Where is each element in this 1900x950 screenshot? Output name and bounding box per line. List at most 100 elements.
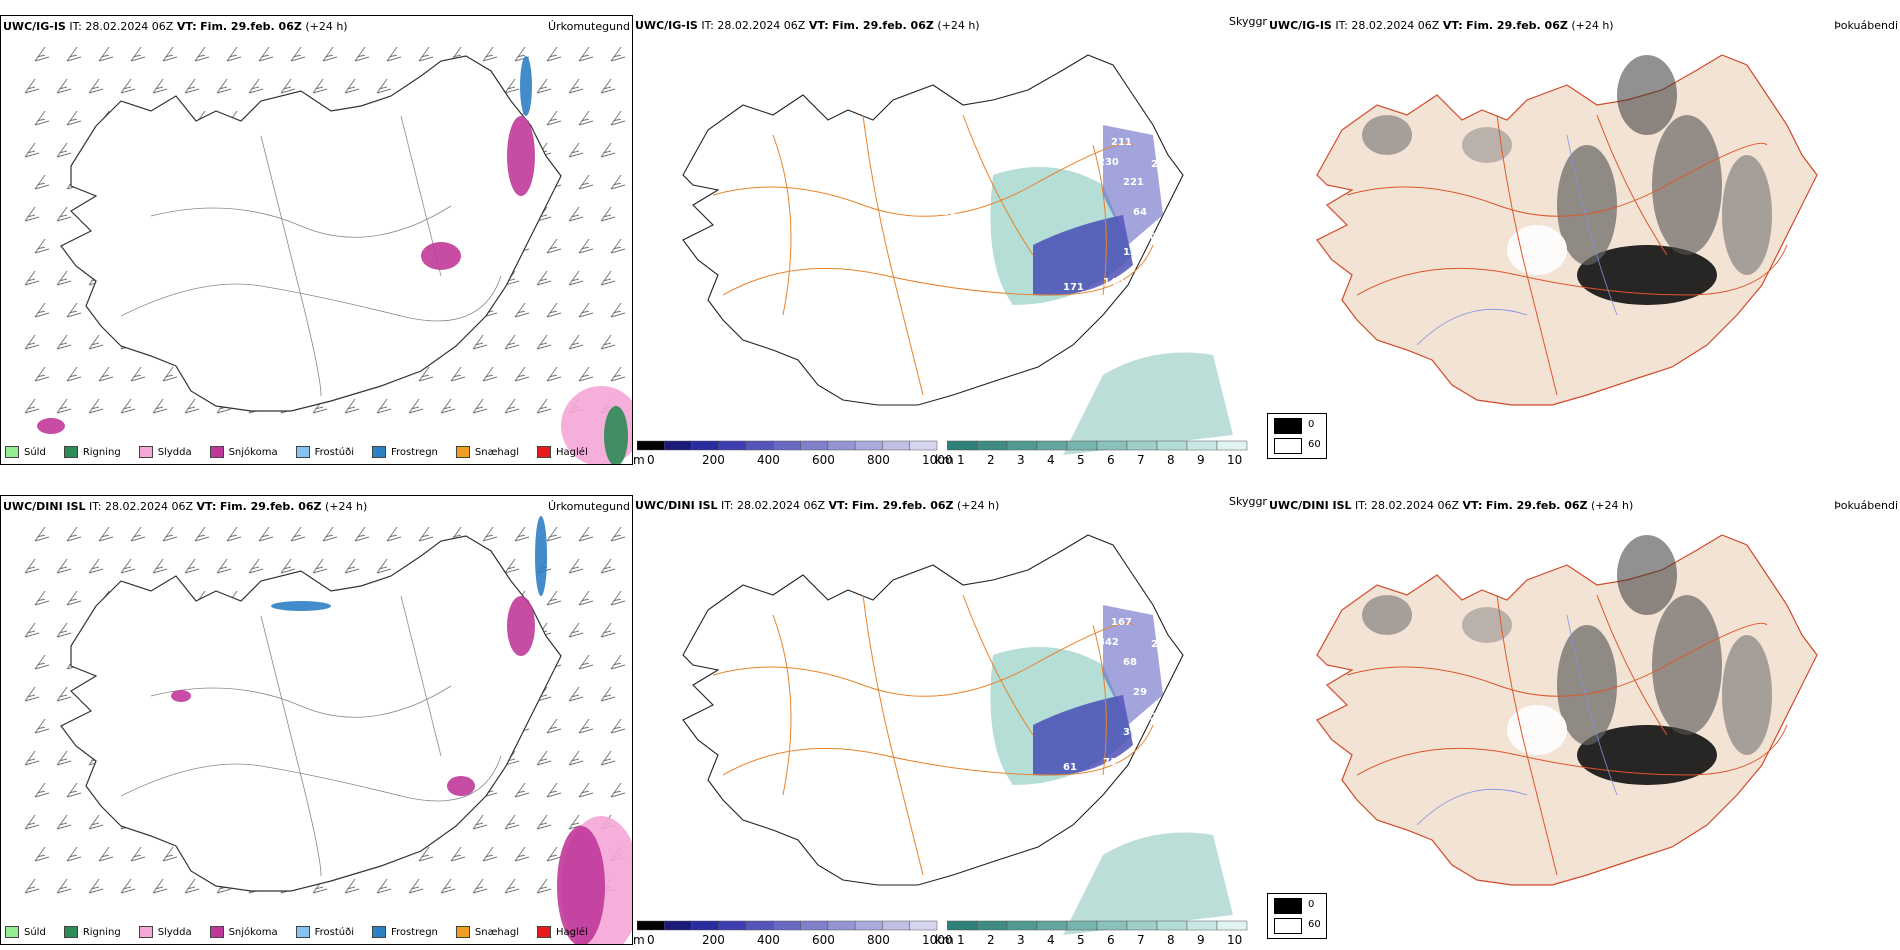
wind-barb xyxy=(376,878,392,894)
height-swatch xyxy=(745,440,774,451)
precip-area xyxy=(557,826,605,944)
visibility-colorbar: km 1 2 3 4 5 6 7 8 9 10 xyxy=(935,919,1261,945)
legend-item: Súld xyxy=(5,446,46,458)
visibility-value: 128 xyxy=(1123,247,1144,258)
wind-barb xyxy=(546,46,562,62)
km-tick: 4 xyxy=(1047,933,1055,945)
wind-barb xyxy=(504,398,520,414)
wind-barb xyxy=(472,398,488,414)
panel-title: UWC/IG-IS IT: 28.02.2024 06Z VT: Fim. 29… xyxy=(3,20,348,33)
wind-barb xyxy=(130,46,146,62)
wind-barb xyxy=(600,270,616,286)
wind-barb xyxy=(504,78,520,94)
wind-barb xyxy=(56,78,72,94)
visibility-value: 61 xyxy=(1063,762,1077,773)
legend-item: Snæhagl xyxy=(455,926,519,938)
wind-barb xyxy=(162,526,178,542)
wind-barb xyxy=(450,366,466,382)
wind-barb xyxy=(440,398,456,414)
wind-barb xyxy=(536,270,552,286)
height-swatch xyxy=(909,920,938,931)
wind-barb xyxy=(568,558,584,574)
wind-barb xyxy=(504,334,520,350)
height-tick: 0 xyxy=(647,453,655,465)
wind-barb xyxy=(34,846,50,862)
wind-barb xyxy=(98,526,114,542)
wind-barb xyxy=(546,302,562,318)
wind-barb xyxy=(578,590,594,606)
wind-barb xyxy=(24,686,40,702)
visibility-value: 52 xyxy=(943,207,957,218)
wind-barb xyxy=(66,302,82,318)
legend-swatch xyxy=(5,926,19,938)
km-swatch xyxy=(1066,920,1098,931)
model-row: UWC/DINI ISL IT: 28.02.2024 06Z VT: Fim.… xyxy=(0,480,1900,950)
km-swatch xyxy=(1156,440,1188,451)
wind-barb xyxy=(578,238,594,254)
height-tick: 400 xyxy=(757,453,780,465)
visibility-value: 30 xyxy=(933,227,947,238)
wind-barb xyxy=(280,78,296,94)
wind-barb xyxy=(66,782,82,798)
wind-barb xyxy=(24,142,40,158)
wind-barb xyxy=(162,366,178,382)
precip-legend: Súld Rigning Slydda Snjókoma Frostúði Frostre… xyxy=(5,446,588,458)
fog-legend-bottom: 60 xyxy=(1308,919,1321,930)
km-tick: 8 xyxy=(1167,453,1175,465)
visibility-value: 29 xyxy=(1151,159,1165,170)
wind-barb xyxy=(386,526,402,542)
visibility-value: 230 xyxy=(1098,157,1119,168)
panel-title: UWC/DINI ISL IT: 28.02.2024 06Z VT: Fim.… xyxy=(1269,499,1634,512)
legend-item: Rigning xyxy=(63,926,121,938)
wind-barb xyxy=(24,334,40,350)
wind-barb xyxy=(344,558,360,574)
wind-barb xyxy=(450,846,466,862)
wind-barb xyxy=(610,46,626,62)
wind-barb xyxy=(66,366,82,382)
visibility-value: 167 xyxy=(1111,617,1132,628)
height-swatch xyxy=(827,440,856,451)
wind-barb xyxy=(34,46,50,62)
precip-area xyxy=(604,406,628,464)
legend-item: Súld xyxy=(5,926,46,938)
height-swatch xyxy=(664,440,692,451)
km-swatch xyxy=(1066,440,1098,451)
height-swatch xyxy=(745,920,774,931)
wind-barb xyxy=(120,558,136,574)
wind-barb xyxy=(226,46,242,62)
wind-barb xyxy=(600,686,616,702)
wind-barb xyxy=(408,878,424,894)
km-swatch xyxy=(1036,920,1068,931)
fog-panel: UWC/DINI ISL IT: 28.02.2024 06Z VT: Fim.… xyxy=(1267,495,1900,945)
wind-barb xyxy=(546,366,562,382)
wind-barb xyxy=(600,206,616,222)
wind-barb xyxy=(66,110,82,126)
legend-swatch xyxy=(537,446,552,458)
km-swatch xyxy=(1096,920,1128,931)
wind-barb xyxy=(216,78,232,94)
height-swatch xyxy=(800,440,829,451)
wind-barb xyxy=(34,526,50,542)
panel-title: UWC/DINI ISL IT: 28.02.2024 06Z VT: Fim.… xyxy=(3,500,368,513)
km-tick: 9 xyxy=(1197,453,1205,465)
visibility-value: 101 xyxy=(1153,247,1174,258)
visibility-map: 167 342 214 68 29 123 37 57 71 61 xyxy=(682,534,1233,935)
wind-barb xyxy=(536,398,552,414)
fog-panel: UWC/IG-IS IT: 28.02.2024 06Z VT: Fim. 29… xyxy=(1267,15,1900,465)
wind-barb xyxy=(120,398,136,414)
wind-barb xyxy=(56,334,72,350)
model-row: UWC/IG-IS IT: 28.02.2024 06Z VT: Fim. 29… xyxy=(0,0,1900,470)
wind-barb xyxy=(482,366,498,382)
precip-type-panel: UWC/DINI ISL IT: 28.02.2024 06Z VT: Fim.… xyxy=(0,495,633,945)
wind-barb xyxy=(312,78,328,94)
precip-legend: Súld Rigning Slydda Snjókoma Frostúði Frostre… xyxy=(5,926,588,938)
precip-type-title: Úrkomutegund xyxy=(548,20,630,33)
km-tick: 9 xyxy=(1197,933,1205,945)
wind-barb xyxy=(248,558,264,574)
panel-title: UWC/IG-IS IT: 28.02.2024 06Z VT: Fim. 29… xyxy=(1269,19,1614,32)
height-swatch xyxy=(854,920,883,931)
wind-barb xyxy=(578,654,594,670)
wind-barb xyxy=(546,110,562,126)
legend-swatch xyxy=(209,926,224,938)
wind-barb xyxy=(34,174,50,190)
